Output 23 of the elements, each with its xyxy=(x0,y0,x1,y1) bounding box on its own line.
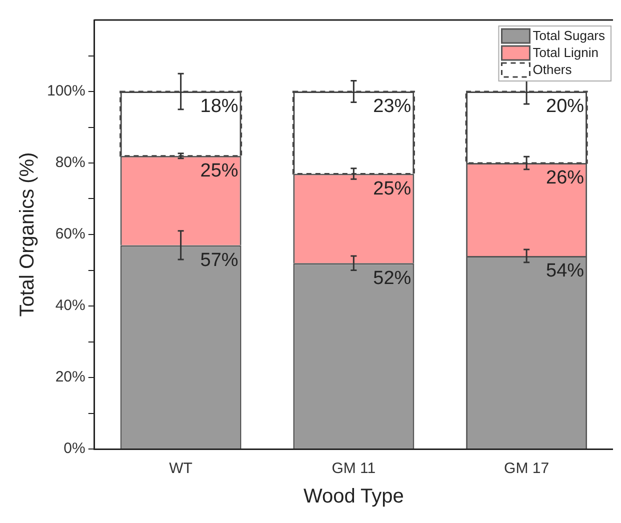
data-label: 25% xyxy=(200,160,238,182)
data-label: 23% xyxy=(373,96,412,118)
data-label: 18% xyxy=(200,96,238,118)
y-tick-label: 0% xyxy=(64,440,86,458)
legend-label: Total Lignin xyxy=(532,45,599,60)
legend-label: Others xyxy=(532,62,572,78)
data-label: 54% xyxy=(546,260,584,282)
data-label: 57% xyxy=(200,250,238,271)
y-tick-label: 100% xyxy=(46,82,86,100)
y-tick-label: 60% xyxy=(55,226,86,243)
x-tick-label: WT xyxy=(169,460,192,478)
data-label: 52% xyxy=(373,268,412,289)
y-tick-label: 80% xyxy=(55,154,86,172)
legend-label: Total Sugars xyxy=(532,28,606,44)
data-label: 26% xyxy=(546,168,584,189)
data-label: 20% xyxy=(546,96,584,118)
y-axis-title: Total Organics (%) xyxy=(16,152,39,317)
data-label: 25% xyxy=(373,178,412,200)
y-tick-label: 20% xyxy=(55,368,86,386)
x-axis-title: Wood Type xyxy=(303,486,404,508)
x-tick-label: GM 17 xyxy=(504,460,550,478)
y-tick-label: 40% xyxy=(55,297,86,314)
x-tick-label: GM 11 xyxy=(332,460,376,478)
